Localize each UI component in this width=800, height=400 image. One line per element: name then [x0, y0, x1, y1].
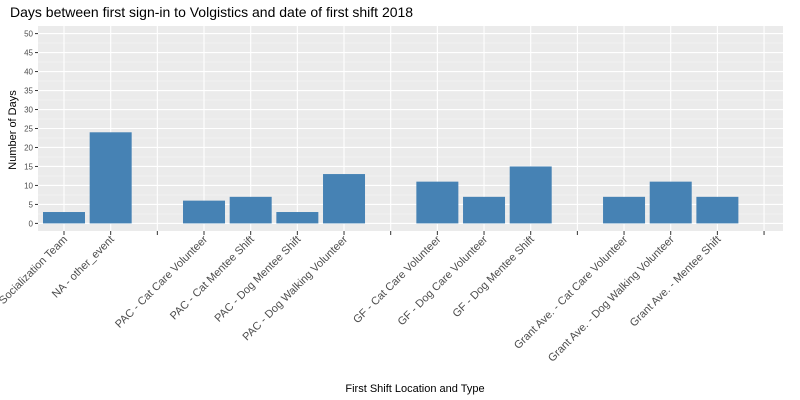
- x-tick-label: GF - Dog Care Volunteer: [396, 233, 491, 328]
- bar: [229, 196, 272, 224]
- y-tick-label: 25: [24, 125, 33, 134]
- x-tick-label: GF - Cat Care Volunteer: [351, 233, 444, 326]
- y-tick-label: 40: [24, 68, 33, 77]
- x-axis-title: First Shift Location and Type: [345, 383, 484, 395]
- y-axis-ticks: 0 5 10 15 20 25 30 35 40 45 50: [24, 30, 38, 228]
- y-tick-label: 10: [24, 181, 33, 190]
- y-tick-label: 45: [24, 49, 33, 58]
- bar: [89, 132, 132, 224]
- y-tick-label: 20: [24, 143, 33, 152]
- bars: [43, 132, 739, 224]
- y-tick-label: 35: [24, 87, 33, 96]
- y-tick-label: 5: [29, 200, 34, 209]
- y-tick-label: 15: [24, 162, 33, 171]
- bar: [276, 212, 319, 224]
- bar: [463, 196, 506, 224]
- chart-title: Days between first sign-in to Volgistics…: [10, 4, 414, 20]
- bar: [183, 200, 226, 224]
- x-tick-label: PAC - Dog Mentee Shift: [213, 234, 304, 325]
- bar: [509, 166, 552, 224]
- bar: [416, 181, 459, 224]
- bar: [696, 196, 739, 224]
- bar: [603, 196, 646, 224]
- x-tick-label: GF - Dog Mentee Shift: [451, 234, 537, 320]
- y-axis-title: Number of Days: [7, 90, 19, 170]
- y-tick-label: 0: [29, 219, 34, 228]
- x-tick-label: PAC - Cat Mentee Shift: [168, 234, 257, 323]
- x-tick-label: PAC - Cat Care Volunteer: [113, 233, 210, 330]
- bar: [649, 181, 692, 224]
- x-tick-label: Grant Ave. - Mentee Shift: [628, 234, 724, 330]
- y-tick-label: 30: [24, 106, 33, 115]
- y-tick-label: 50: [24, 30, 33, 39]
- bar: [323, 174, 366, 224]
- bar: [43, 212, 85, 224]
